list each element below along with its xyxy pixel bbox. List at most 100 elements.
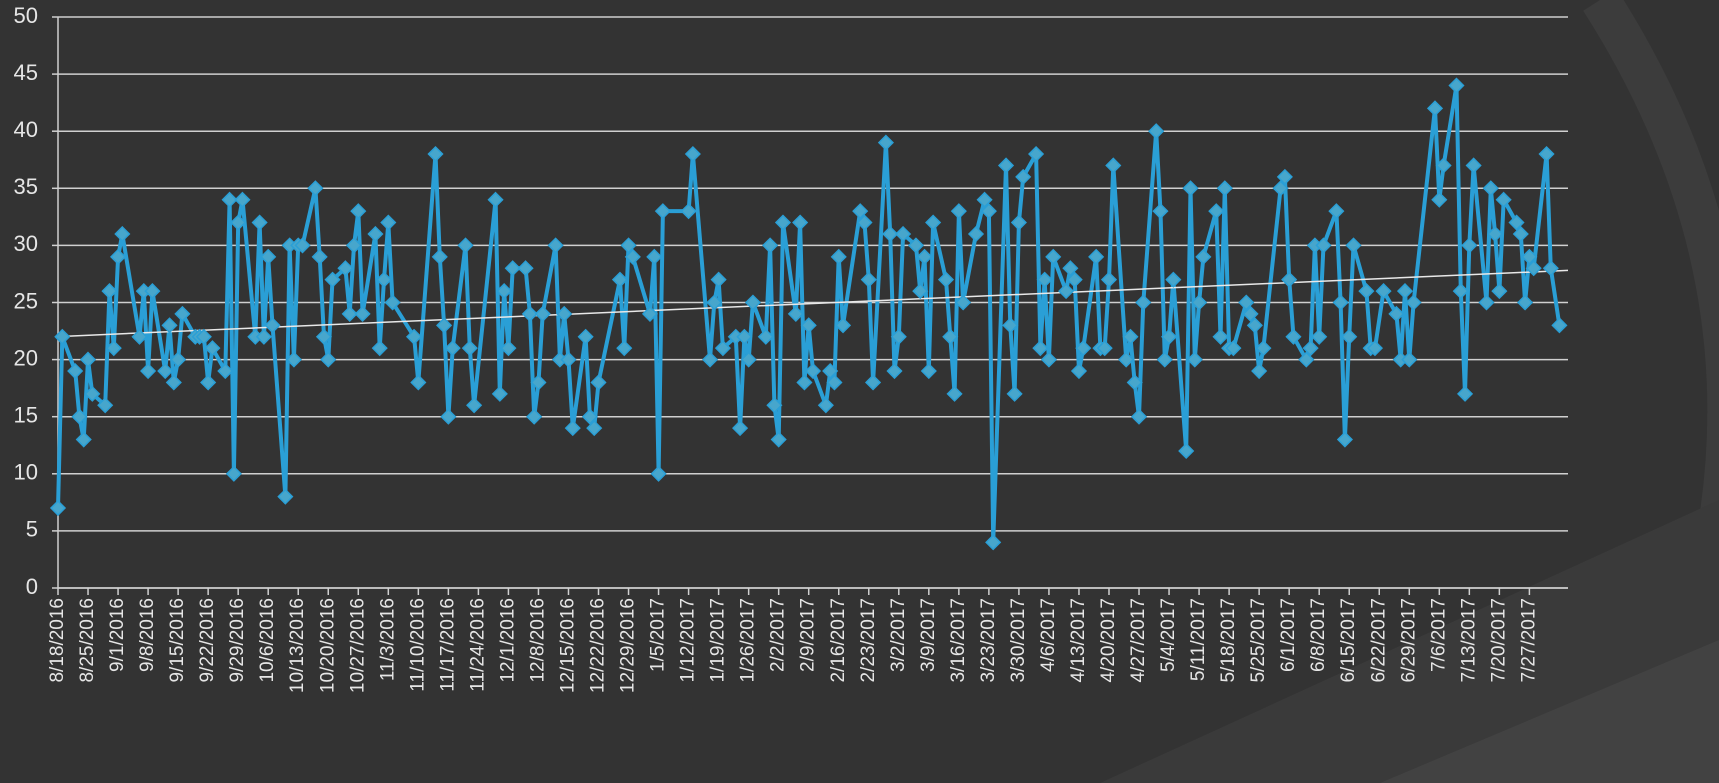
- data-marker: [1036, 271, 1053, 288]
- data-marker: [71, 408, 88, 425]
- data-marker: [890, 328, 907, 345]
- data-marker: [834, 317, 852, 334]
- data-marker: [804, 362, 822, 380]
- x-tick-label: 10/20/2016: [317, 598, 338, 693]
- data-marker: [380, 214, 397, 231]
- data-marker: [1341, 328, 1358, 345]
- data-marker: [701, 351, 719, 368]
- x-tick-label: 7/27/2017: [1518, 598, 1539, 683]
- data-marker: [577, 328, 594, 345]
- data-marker: [1487, 225, 1504, 243]
- data-marker: [410, 374, 427, 391]
- data-marker: [1040, 351, 1058, 368]
- data-marker: [500, 340, 517, 357]
- data-marker: [1401, 351, 1418, 368]
- x-tick-label: 11/24/2016: [467, 598, 488, 692]
- y-tick-label: 30: [14, 231, 38, 256]
- data-marker: [1521, 248, 1538, 265]
- x-tick-label: 3/16/2017: [948, 598, 969, 683]
- data-marker: [1482, 180, 1499, 197]
- data-marker: [1461, 237, 1478, 254]
- data-marker: [350, 203, 367, 220]
- data-marker: [161, 317, 178, 334]
- data-marker: [740, 351, 757, 368]
- data-marker: [1191, 294, 1208, 311]
- data-marker: [1088, 248, 1105, 265]
- data-marker: [714, 340, 731, 357]
- data-marker: [294, 237, 311, 254]
- data-marker: [105, 340, 122, 357]
- data-marker: [706, 294, 723, 311]
- data-marker: [277, 488, 294, 505]
- data-marker: [912, 283, 929, 300]
- data-marker: [1225, 340, 1242, 357]
- data-marker: [1491, 283, 1508, 300]
- data-marker: [504, 260, 521, 277]
- data-marker: [955, 294, 972, 311]
- data-marker: [1512, 225, 1529, 243]
- data-marker: [774, 214, 792, 231]
- data-marker: [1405, 294, 1422, 311]
- data-marker: [757, 328, 774, 345]
- data-marker: [165, 374, 182, 391]
- data-marker: [1015, 168, 1032, 185]
- x-tick-label: 6/29/2017: [1398, 598, 1419, 683]
- data-marker: [710, 271, 727, 288]
- data-marker: [517, 260, 534, 277]
- data-marker: [860, 271, 877, 288]
- data-marker: [1332, 294, 1349, 311]
- data-marker: [1272, 180, 1289, 197]
- x-tick-label: 6/15/2017: [1338, 598, 1359, 683]
- data-marker: [1551, 317, 1568, 334]
- data-marker: [1178, 442, 1195, 460]
- data-marker: [882, 225, 899, 243]
- data-marker: [1118, 351, 1135, 368]
- data-marker: [260, 248, 277, 265]
- data-marker: [324, 271, 341, 288]
- data-marker: [427, 145, 444, 163]
- data-marker: [1075, 340, 1092, 357]
- x-tick-label: 8/18/2016: [47, 598, 68, 683]
- data-marker: [581, 408, 598, 425]
- data-marker: [1195, 248, 1212, 265]
- data-marker: [285, 351, 302, 368]
- data-marker: [217, 362, 234, 380]
- data-marker: [1431, 191, 1448, 208]
- data-marker: [766, 397, 783, 414]
- y-tick-label: 25: [14, 288, 38, 313]
- data-marker: [1122, 328, 1139, 345]
- data-marker: [1070, 362, 1088, 380]
- x-tick-label: 9/8/2016: [137, 598, 158, 672]
- x-tick-label: 11/10/2016: [407, 598, 428, 692]
- y-tick-label: 0: [26, 574, 38, 599]
- data-marker: [856, 214, 873, 231]
- data-marker: [384, 294, 401, 311]
- data-marker: [1465, 157, 1482, 174]
- x-tick-label: 7/13/2017: [1458, 598, 1479, 683]
- data-marker: [97, 397, 114, 414]
- x-tick-label: 5/18/2017: [1218, 598, 1239, 683]
- x-tick-label: 1/12/2017: [678, 598, 699, 683]
- data-marker: [444, 340, 461, 357]
- data-marker: [341, 305, 358, 322]
- data-marker: [646, 248, 663, 265]
- x-tick-label: 4/13/2017: [1068, 598, 1089, 683]
- data-marker: [641, 305, 659, 322]
- x-tick-label: 5/25/2017: [1248, 598, 1269, 683]
- y-tick-label: 5: [26, 517, 38, 542]
- data-marker: [1426, 100, 1444, 117]
- data-marker: [84, 385, 101, 402]
- data-marker: [371, 340, 388, 357]
- data-marker: [140, 362, 157, 380]
- data-marker: [75, 431, 92, 448]
- y-tick-label: 40: [14, 117, 38, 142]
- data-marker: [895, 225, 912, 243]
- data-marker: [1285, 328, 1302, 345]
- x-tick-label: 4/20/2017: [1098, 598, 1119, 683]
- data-marker: [54, 328, 71, 345]
- x-tick-label: 8/25/2016: [77, 598, 98, 683]
- data-marker: [491, 385, 508, 402]
- data-marker: [1396, 283, 1414, 300]
- data-marker: [1100, 271, 1118, 288]
